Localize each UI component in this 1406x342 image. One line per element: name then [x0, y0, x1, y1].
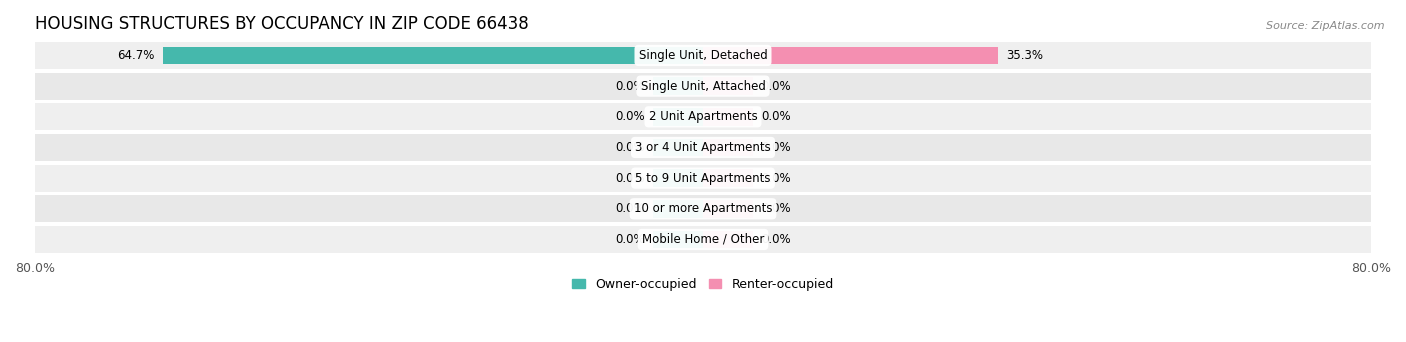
Bar — [703, 200, 754, 218]
Text: 0.0%: 0.0% — [614, 233, 644, 246]
Bar — [652, 200, 703, 218]
Text: 0.0%: 0.0% — [614, 80, 644, 93]
Legend: Owner-occupied, Renter-occupied: Owner-occupied, Renter-occupied — [568, 273, 838, 296]
Bar — [35, 73, 1371, 100]
Text: 2 Unit Apartments: 2 Unit Apartments — [648, 110, 758, 123]
Bar — [35, 195, 1371, 222]
Text: 3 or 4 Unit Apartments: 3 or 4 Unit Apartments — [636, 141, 770, 154]
Text: Mobile Home / Other: Mobile Home / Other — [641, 233, 765, 246]
Text: 0.0%: 0.0% — [762, 110, 792, 123]
Bar — [35, 226, 1371, 253]
Text: 35.3%: 35.3% — [1007, 49, 1043, 62]
Text: 5 to 9 Unit Apartments: 5 to 9 Unit Apartments — [636, 172, 770, 185]
Text: HOUSING STRUCTURES BY OCCUPANCY IN ZIP CODE 66438: HOUSING STRUCTURES BY OCCUPANCY IN ZIP C… — [35, 15, 529, 33]
Text: 10 or more Apartments: 10 or more Apartments — [634, 202, 772, 215]
Bar — [703, 169, 754, 187]
Text: 0.0%: 0.0% — [614, 172, 644, 185]
Text: 0.0%: 0.0% — [762, 80, 792, 93]
Bar — [703, 77, 754, 95]
Text: 0.0%: 0.0% — [762, 172, 792, 185]
Text: 64.7%: 64.7% — [117, 49, 155, 62]
Text: 0.0%: 0.0% — [762, 233, 792, 246]
Bar — [163, 47, 703, 64]
Bar — [35, 134, 1371, 161]
Text: 0.0%: 0.0% — [614, 202, 644, 215]
Bar — [652, 108, 703, 126]
Text: 0.0%: 0.0% — [614, 110, 644, 123]
Text: Single Unit, Detached: Single Unit, Detached — [638, 49, 768, 62]
Text: 0.0%: 0.0% — [614, 141, 644, 154]
Text: Source: ZipAtlas.com: Source: ZipAtlas.com — [1267, 21, 1385, 30]
Bar — [652, 169, 703, 187]
Bar — [652, 231, 703, 248]
Text: 0.0%: 0.0% — [762, 141, 792, 154]
Text: Single Unit, Attached: Single Unit, Attached — [641, 80, 765, 93]
Bar — [652, 139, 703, 156]
Bar — [652, 77, 703, 95]
Text: 0.0%: 0.0% — [762, 202, 792, 215]
Bar — [703, 47, 998, 64]
Bar — [703, 108, 754, 126]
Bar — [703, 139, 754, 156]
Bar — [35, 103, 1371, 130]
Bar — [703, 231, 754, 248]
Bar — [35, 42, 1371, 69]
Bar — [35, 165, 1371, 192]
